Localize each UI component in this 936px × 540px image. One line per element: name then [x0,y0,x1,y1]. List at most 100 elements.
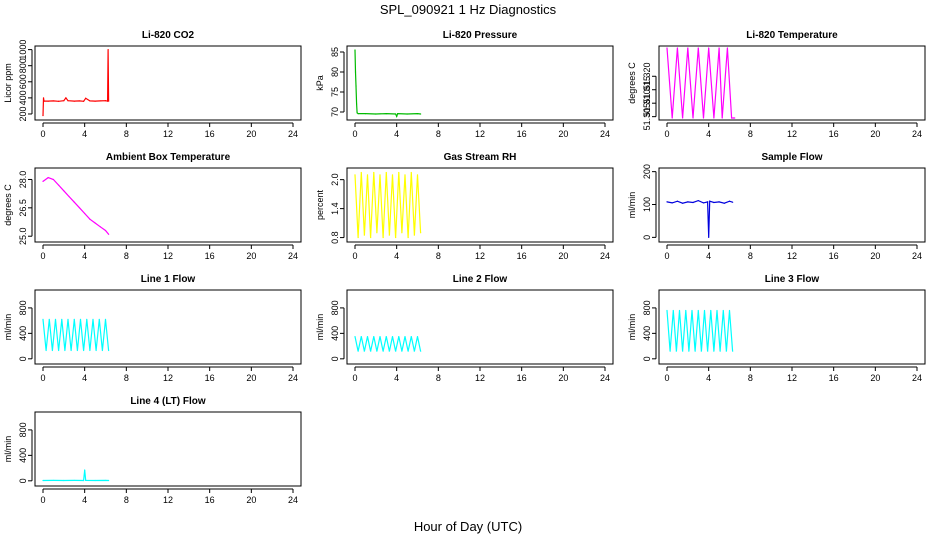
data-point [94,479,96,482]
data-point [48,318,50,320]
panel-title: Sample Flow [761,152,822,163]
data-point [709,200,711,202]
data-point [65,97,67,99]
data-point [101,349,103,352]
data-point [95,349,97,352]
data-point [391,174,394,176]
plot-frame [34,411,302,487]
x-tick-label: 12 [787,129,797,139]
data-point [685,309,687,312]
y-tick-label: 0 [18,356,28,361]
y-tick-label: 400 [18,326,28,341]
data-point [58,100,60,102]
x-tick-label: 16 [205,129,215,139]
data-point [413,234,415,236]
y-tick-label: 0 [642,235,652,240]
y-tick-label: 400 [18,90,28,105]
y-axis-label: ml/min [3,314,13,341]
series-line [666,310,734,352]
data-point [52,100,55,102]
x-tick-label: 0 [40,495,45,505]
data-point [364,113,367,115]
panel-title: Line 3 Flow [765,274,820,285]
data-point [78,100,81,102]
data-point [406,113,408,115]
data-point [703,309,706,312]
x-tick-label: 20 [558,251,568,261]
data-point [76,349,78,352]
data-point [388,234,390,236]
data-point [79,318,82,320]
data-point [42,114,44,117]
y-tick-label: 0 [642,356,652,361]
data-point [733,117,735,119]
y-tick-label: 800 [18,58,28,73]
data-point [58,184,60,186]
figure-xlabel: Hour of Day (UTC) [414,519,522,534]
data-point [710,309,712,312]
data-point [360,335,362,338]
x-tick-label: 4 [706,251,711,261]
data-point [67,318,69,320]
data-point [395,350,397,352]
data-point [719,350,721,352]
series-line [666,47,735,119]
x-tick-label: 8 [748,251,753,261]
data-point [106,100,109,102]
data-point [104,229,107,232]
x-tick-label: 24 [288,251,298,261]
data-point [379,335,381,338]
panel-title: Line 1 Flow [141,274,196,285]
y-axis-label: ml/min [315,314,325,341]
data-point [108,349,110,352]
plot-frame [346,45,614,121]
data-point [373,335,375,338]
data-point [398,171,400,174]
data-point [732,201,734,203]
data-point [373,171,375,174]
x-tick-label: 4 [394,251,399,261]
data-point [666,47,668,49]
x-tick-label: 4 [394,129,399,139]
data-point [108,100,110,102]
data-point [108,479,110,482]
data-point [672,309,674,312]
data-point [376,232,378,234]
y-tick-label: 400 [18,448,28,463]
x-tick-label: 8 [124,251,129,261]
x-tick-label: 12 [475,251,485,261]
data-point [410,335,412,338]
data-point [360,171,362,174]
panel-title: Line 4 (LT) Flow [130,396,206,407]
data-point [366,174,369,176]
data-point [728,200,731,202]
y-tick-label: 51.310 [642,89,652,117]
data-point [397,113,399,115]
data-point [671,202,673,204]
data-point [108,233,110,235]
data-point [691,309,693,312]
x-tick-label: 0 [664,129,669,139]
data-point [420,350,422,352]
data-point [375,113,377,115]
panel-title: Line 2 Flow [453,274,508,285]
data-point [47,100,49,102]
series-line [42,319,110,351]
panel-title: Li-820 Temperature [746,30,838,41]
x-tick-label: 0 [352,373,357,383]
data-point [99,100,101,102]
data-point [708,47,710,49]
data-point [404,174,406,176]
data-point [732,350,734,352]
data-point [370,236,372,239]
x-tick-label: 0 [664,251,669,261]
data-point [382,236,384,239]
data-point [379,174,381,176]
data-point [385,171,387,174]
data-point [63,100,65,102]
data-point [89,100,91,102]
x-tick-label: 4 [394,373,399,383]
data-point [694,350,696,352]
x-tick-label: 8 [436,373,441,383]
